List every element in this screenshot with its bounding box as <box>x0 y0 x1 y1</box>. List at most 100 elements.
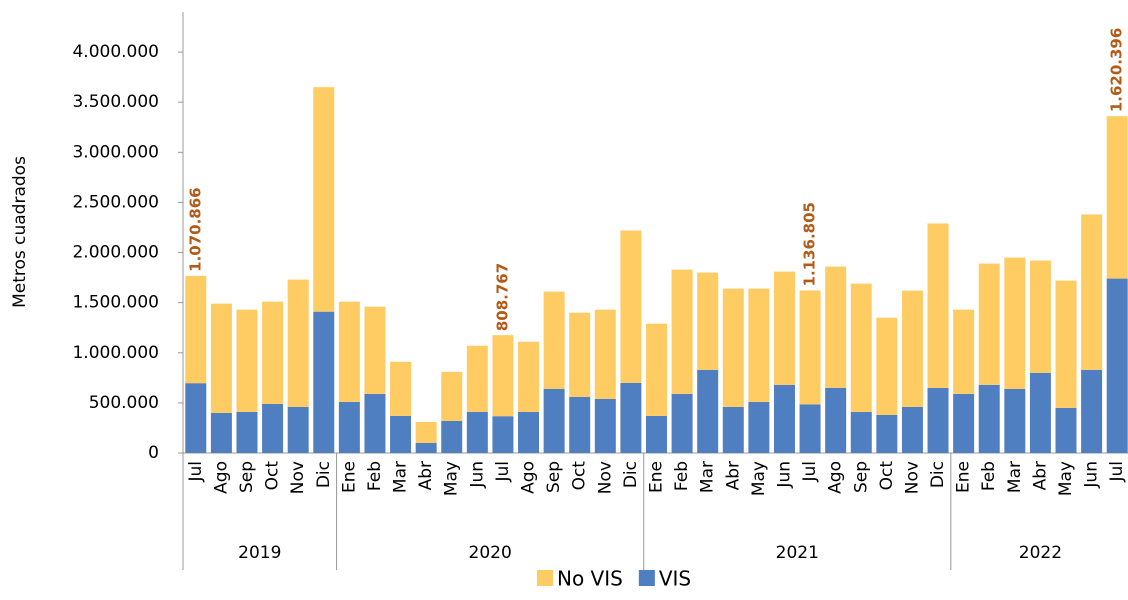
bar-segment <box>1081 369 1103 453</box>
x-tick-label: Jun <box>774 461 794 489</box>
x-tick-label: Ago <box>211 461 231 494</box>
x-tick-label: Dic <box>621 461 641 488</box>
value-label: 1.136.805 <box>801 202 819 286</box>
value-label: 808.767 <box>493 263 511 331</box>
x-tick-label: Jun <box>1082 461 1102 489</box>
bar-segment <box>773 271 795 385</box>
y-tick-label: 3.000.000 <box>72 142 159 162</box>
y-tick-label: 3.500.000 <box>72 92 159 112</box>
x-tick-label: Jul <box>800 461 820 483</box>
value-label: 1.070.866 <box>186 187 204 271</box>
bar-segment <box>569 396 591 453</box>
bar-segment <box>364 306 386 394</box>
x-tick-label: Oct <box>570 461 590 491</box>
x-tick-label: Mar <box>391 461 411 493</box>
y-tick-label: 500.000 <box>89 393 159 413</box>
bar-segment <box>338 401 360 453</box>
bar-segment <box>1004 388 1026 453</box>
bar-segment <box>953 393 975 453</box>
bar-segment <box>773 384 795 453</box>
x-tick-label: Oct <box>263 461 283 491</box>
x-tick-label: Mar <box>1005 461 1025 493</box>
x-tick-label: Ene <box>954 461 974 493</box>
bar-segment <box>620 382 642 453</box>
x-tick-label: Sep <box>237 461 257 493</box>
bar-segment <box>543 388 565 453</box>
y-axis-label: Metros cuadrados <box>10 156 30 308</box>
bar-segment <box>262 301 284 404</box>
x-tick-label: Nov <box>288 461 308 494</box>
x-tick-label: Jul <box>493 461 513 483</box>
bar-segment <box>1081 214 1103 370</box>
bar-segment <box>748 401 770 453</box>
bar-segment <box>313 311 335 453</box>
bar-segment <box>441 371 463 421</box>
bar-segment <box>850 411 872 453</box>
x-tick-label: Abr <box>723 461 743 490</box>
x-tick-label: Feb <box>672 461 692 491</box>
x-tick-label: Jul <box>186 461 206 483</box>
bar-segment <box>466 345 488 412</box>
bar-segment <box>850 283 872 412</box>
bar-segment <box>697 272 719 370</box>
x-tick-label: Ago <box>826 461 846 494</box>
x-tick-label: Abr <box>416 461 436 490</box>
bar-segment <box>1029 260 1051 373</box>
x-tick-label: Jul <box>1107 461 1127 483</box>
y-tick-label: 1.500.000 <box>72 293 159 313</box>
bar-segment <box>262 403 284 453</box>
x-tick-label: Ene <box>647 461 667 493</box>
bar-segment <box>671 393 693 453</box>
bar-segment <box>978 384 1000 453</box>
x-tick-label: Nov <box>595 461 615 494</box>
x-tick-label: Ene <box>339 461 359 493</box>
bar-segment <box>927 223 949 388</box>
legend-label: VIS <box>659 567 691 591</box>
x-tick-label: Mar <box>698 461 718 493</box>
bar-segment <box>825 387 847 453</box>
bar-segment <box>313 87 335 312</box>
bar-segment <box>338 301 360 402</box>
bar-segment <box>1004 257 1026 389</box>
bar-segment <box>1029 372 1051 453</box>
bar-segment <box>1055 280 1077 408</box>
bar-segment <box>287 406 309 453</box>
group-label: 2022 <box>1019 543 1062 563</box>
bar-segment <box>876 317 898 415</box>
bar-segment <box>1106 116 1128 279</box>
x-tick-label: Abr <box>1030 461 1050 490</box>
x-tick-label: Nov <box>902 461 922 494</box>
value-label: 1.620.396 <box>1108 28 1126 112</box>
x-tick-label: Dic <box>928 461 948 488</box>
bar-segment <box>466 411 488 453</box>
bar-segment <box>799 404 821 453</box>
x-tick-label: Feb <box>365 461 385 491</box>
bar-segment <box>646 415 667 453</box>
bar-segment <box>697 369 719 453</box>
legend-swatch <box>638 570 655 586</box>
group-label: 2019 <box>238 543 281 563</box>
bar-segment <box>210 303 232 413</box>
bar-segment <box>825 266 847 388</box>
x-tick-label: Dic <box>314 461 334 488</box>
bar-segment <box>518 341 540 412</box>
bar-segment <box>569 312 591 397</box>
legend-label: No VIS <box>557 567 623 591</box>
bar-segment <box>236 411 258 453</box>
bar-segment <box>441 420 463 453</box>
bar-segment <box>390 415 412 453</box>
bar-segment <box>901 406 923 453</box>
bar-segment <box>927 387 949 453</box>
bar-segment <box>594 309 616 399</box>
bar-segment <box>799 290 821 405</box>
y-tick-label: 4.000.000 <box>72 42 159 62</box>
bar-segment <box>185 275 207 384</box>
bar-segment <box>492 416 514 453</box>
bar-segment <box>518 411 540 453</box>
bar-segment <box>492 335 514 417</box>
bar-segment <box>390 361 412 416</box>
x-tick-label: May <box>442 461 462 496</box>
y-tick-label: 0 <box>148 443 159 463</box>
bar-segment <box>671 269 693 394</box>
x-tick-label: Sep <box>851 461 871 493</box>
